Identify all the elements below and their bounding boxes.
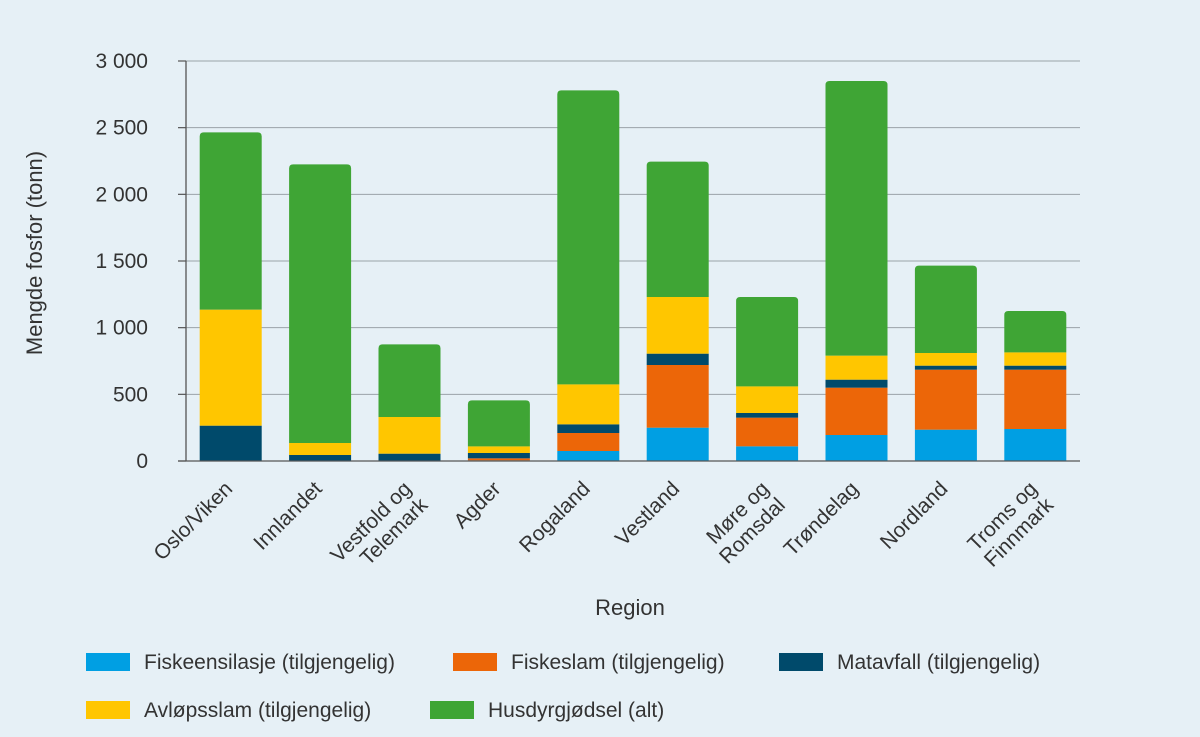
- y-tick-label: 1 500: [95, 250, 148, 273]
- bar-segment: [736, 417, 799, 447]
- bar-segment: [1004, 429, 1067, 461]
- x-tick-label-text: Rogaland: [515, 477, 595, 557]
- bar-segment: [825, 435, 888, 461]
- bar-segment: [825, 81, 888, 356]
- bar-segment: [289, 443, 352, 455]
- bar-segment: [467, 400, 530, 447]
- legend-swatch: [453, 653, 497, 671]
- bar-segment: [289, 164, 352, 444]
- y-axis-title: Mengde fosfor (tonn): [22, 151, 47, 355]
- bar-segment: [736, 413, 799, 418]
- x-tick-label: Møre ogRomsdal: [699, 477, 790, 568]
- legend-label: Matavfall (tilgjengelig): [837, 651, 1040, 674]
- bar-segment: [736, 297, 799, 387]
- bar-segment: [914, 353, 977, 366]
- x-tick-label-line: Trøndelag: [780, 477, 863, 560]
- bar-segment: [289, 455, 352, 461]
- legend-swatch: [430, 701, 474, 719]
- bar-segment: [467, 446, 530, 453]
- x-tick-label: Vestfold ogTelemark: [326, 477, 432, 583]
- legend-label: Fiskeslam (tilgjengelig): [511, 651, 725, 674]
- x-tick-label-text: Møre ogRomsdal: [699, 477, 790, 568]
- x-tick-label-text: Troms ogFinnmark: [963, 477, 1058, 572]
- y-tick-label: 0: [136, 450, 148, 473]
- bar-segment: [646, 427, 709, 461]
- x-tick-label-text: Innlandet: [249, 477, 326, 554]
- x-tick-label-text: Oslo/Viken: [149, 477, 237, 565]
- bar-segment: [378, 453, 441, 461]
- x-tick-label-line: Vestland: [611, 477, 684, 550]
- x-tick-label-line: Innlandet: [249, 477, 326, 554]
- x-tick-label: Trøndelag: [780, 477, 863, 560]
- x-tick-label: Agder: [450, 477, 506, 533]
- bar-segment: [1004, 311, 1067, 353]
- bar-segment: [557, 424, 620, 433]
- x-tick-label-line: Oslo/Viken: [149, 477, 237, 565]
- y-tick-label: 3 000: [95, 50, 148, 73]
- y-tick-label: 500: [113, 383, 148, 406]
- bar-segment: [557, 90, 620, 385]
- x-tick-label: Nordland: [876, 477, 953, 554]
- bar-segment: [914, 265, 977, 353]
- legend-label: Husdyrgjødsel (alt): [488, 699, 664, 722]
- bar-segment: [557, 384, 620, 425]
- legend-label: Fiskeensilasje (tilgjengelig): [144, 651, 395, 674]
- legend-swatch: [86, 653, 130, 671]
- x-tick-label-text: Vestfold ogTelemark: [326, 477, 432, 583]
- bar-segment: [914, 369, 977, 430]
- bar-segment: [825, 355, 888, 380]
- bar-segment: [736, 446, 799, 461]
- bar-segment: [646, 365, 709, 428]
- x-tick-label-line: Agder: [450, 477, 506, 533]
- bar-segment: [199, 132, 262, 310]
- bar-segment: [199, 425, 262, 461]
- legend-swatch: [779, 653, 823, 671]
- x-tick-label-line: Nordland: [876, 477, 953, 554]
- bar-segment: [557, 451, 620, 461]
- x-tick-label: Vestland: [611, 477, 684, 550]
- y-tick-label: 1 000: [95, 317, 148, 340]
- x-tick-label-text: Vestland: [611, 477, 684, 550]
- bar-segment: [378, 344, 441, 417]
- bar-segment: [557, 433, 620, 451]
- bar-segment: [467, 453, 530, 459]
- x-tick-label: Innlandet: [249, 477, 326, 554]
- x-tick-label: Oslo/Viken: [149, 477, 237, 565]
- bar-segment: [646, 297, 709, 354]
- bar-segment: [378, 417, 441, 454]
- bar-segment: [467, 458, 530, 461]
- legend-label: Avløpsslam (tilgjengelig): [144, 699, 371, 722]
- bar-segment: [736, 386, 799, 413]
- x-tick-label: Rogaland: [515, 477, 595, 557]
- y-tick-label: 2 000: [95, 183, 148, 206]
- bar-segment: [1004, 369, 1067, 429]
- bars: [199, 81, 1067, 461]
- x-tick-label-line: Rogaland: [515, 477, 595, 557]
- bar-segment: [646, 353, 709, 365]
- x-axis-title: Region: [595, 595, 665, 620]
- x-tick-label: Troms ogFinnmark: [963, 477, 1058, 572]
- bar-segment: [825, 379, 888, 388]
- bar-segment: [1004, 352, 1067, 366]
- bar-segment: [646, 161, 709, 297]
- x-tick-label-text: Nordland: [876, 477, 953, 554]
- bar-segment: [914, 429, 977, 461]
- legend: Fiskeensilasje (tilgjengelig) Fiskeslam (…: [86, 651, 1040, 722]
- bar-segment: [1004, 365, 1067, 370]
- legend-swatch: [86, 701, 130, 719]
- y-tick-label: 2 500: [95, 117, 148, 140]
- bar-segment: [914, 365, 977, 370]
- x-tick-label-text: Trøndelag: [780, 477, 863, 560]
- bar-segment: [199, 309, 262, 426]
- x-tick-label-text: Agder: [450, 477, 506, 533]
- bar-segment: [825, 387, 888, 435]
